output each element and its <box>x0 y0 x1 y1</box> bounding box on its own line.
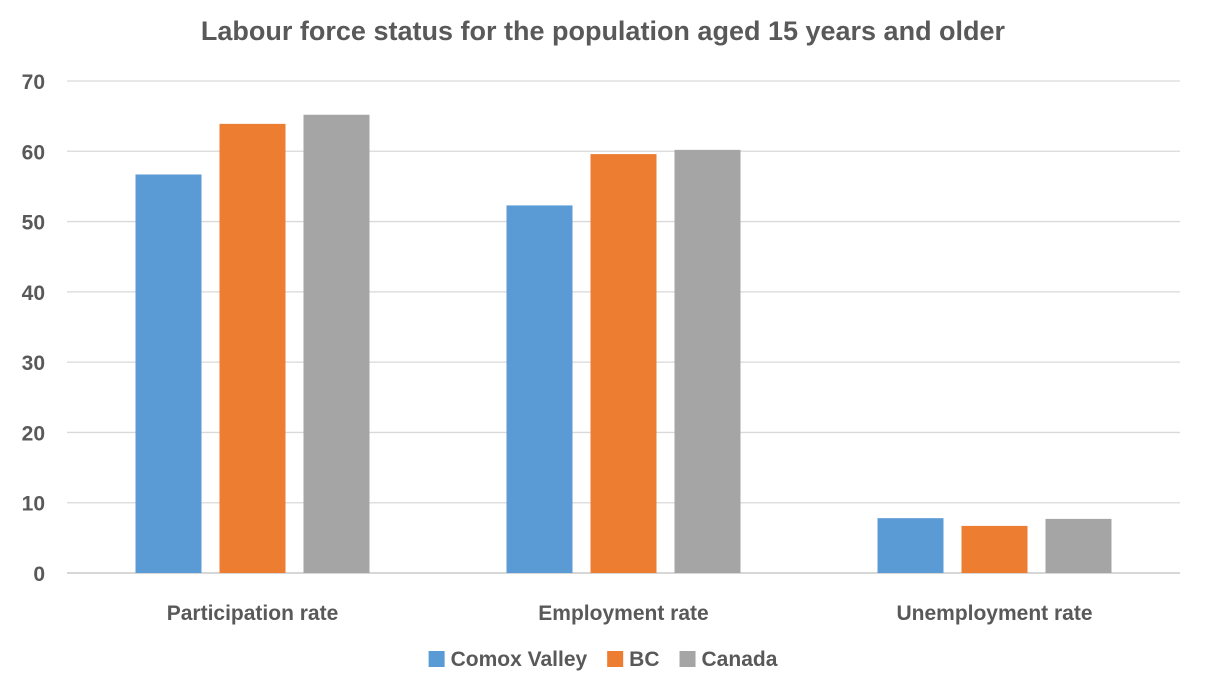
bar <box>506 205 573 574</box>
y-tick-label: 70 <box>22 71 45 94</box>
legend: Comox Valley BC Canada <box>428 648 778 671</box>
y-tick-label: 0 <box>33 563 45 586</box>
bar <box>877 518 944 573</box>
chart-title: Labour force status for the population a… <box>201 16 1006 46</box>
legend-swatch <box>607 651 624 667</box>
bar <box>219 123 286 574</box>
legend-item: BC <box>607 648 660 671</box>
x-tick-label: Employment rate <box>538 602 708 625</box>
y-axis-ticks: 0 10 20 30 40 50 60 70 <box>22 71 45 586</box>
bar <box>1045 518 1112 573</box>
bar <box>303 114 370 573</box>
legend-label: Canada <box>702 648 778 671</box>
bar <box>961 525 1028 573</box>
x-axis-ticks: Participation rate Employment rate Unemplo… <box>167 602 1093 625</box>
y-tick-label: 50 <box>22 212 45 235</box>
legend-item: Canada <box>679 648 778 671</box>
legend-swatch <box>428 651 445 667</box>
legend-label: Comox Valley <box>451 648 588 671</box>
bars <box>135 114 1112 574</box>
legend-label: BC <box>629 648 659 671</box>
y-tick-label: 10 <box>22 493 45 516</box>
x-tick-label: Unemployment rate <box>896 602 1092 625</box>
y-tick-label: 20 <box>22 422 45 445</box>
bar <box>590 154 657 573</box>
bar <box>674 149 741 573</box>
bar <box>135 174 202 574</box>
x-tick-label: Participation rate <box>167 602 339 625</box>
legend-swatch <box>679 651 696 667</box>
y-tick-label: 30 <box>22 352 45 375</box>
legend-item: Comox Valley <box>428 648 588 671</box>
y-tick-label: 40 <box>22 282 45 305</box>
y-tick-label: 60 <box>22 141 45 164</box>
